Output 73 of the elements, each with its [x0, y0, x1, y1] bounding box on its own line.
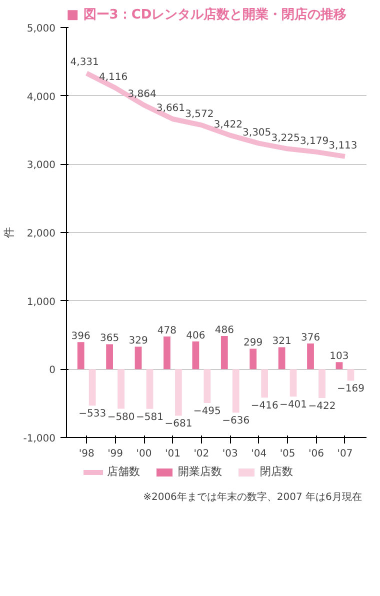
- data-label: 3,864: [128, 89, 156, 100]
- text: ※2006年までは年末の数字、2007 年は6月現在: [143, 491, 362, 504]
- bar: [146, 369, 154, 409]
- data-label: 3,113: [328, 140, 358, 152]
- x-tick-label: '00: [136, 448, 152, 460]
- data-label: −169: [336, 384, 364, 395]
- data-label: 478: [157, 326, 177, 337]
- x-tick-label: '99: [108, 448, 124, 460]
- data-label: 396: [71, 331, 90, 342]
- data-label: 3,225: [271, 132, 300, 144]
- bar: [278, 347, 286, 370]
- y-tick-label: 0: [49, 365, 56, 376]
- y-tick-label: 2,000: [26, 228, 56, 240]
- bar: [232, 369, 240, 413]
- data-label: 3,305: [242, 127, 272, 138]
- bar: [290, 369, 297, 397]
- bar: [77, 342, 84, 370]
- data-label: 3,422: [214, 119, 242, 130]
- x-tick-label: '07: [337, 448, 353, 460]
- bar: [106, 344, 114, 370]
- bar: [220, 336, 228, 370]
- y-tick-label: 5,000: [26, 24, 56, 34]
- bar: [118, 369, 124, 409]
- x-tick-label: '98: [78, 448, 94, 460]
- data-label: −533: [78, 408, 106, 420]
- data-label: 3,572: [185, 109, 214, 120]
- x-tick-label: '02: [194, 448, 210, 460]
- data-label: 321: [272, 336, 292, 348]
- x-tick-label: '06: [308, 448, 324, 460]
- data-label: 365: [100, 333, 120, 344]
- data-label: 3,661: [156, 103, 186, 114]
- data-label: 406: [186, 330, 206, 342]
- data-label: 3,179: [300, 136, 329, 147]
- data-label: 486: [214, 324, 234, 336]
- bar: [347, 369, 354, 381]
- bar: [192, 341, 200, 370]
- data-label: 4,116: [98, 72, 128, 83]
- chart-title: ■ 図ー3：CDレンタル店数と開業・閉店の推移: [66, 6, 347, 22]
- data-label: −401: [280, 400, 308, 411]
- x-tick-label: '04: [251, 448, 267, 460]
- data-label: 299: [244, 338, 263, 349]
- data-label: −422: [308, 401, 336, 412]
- y-tick-label: 3,000: [26, 160, 56, 172]
- data-label: −416: [250, 400, 278, 412]
- x-tick-label: '01: [164, 448, 180, 460]
- x-tick-label: '05: [280, 448, 296, 460]
- y-tick-label: -1,000: [23, 434, 56, 444]
- bar: [261, 369, 268, 398]
- y-axis-title: 件: [3, 227, 16, 238]
- data-label: 376: [300, 332, 320, 344]
- data-label: 103: [330, 351, 349, 362]
- y-tick-label: 4,000: [26, 92, 56, 103]
- bar: [204, 369, 211, 403]
- bar: [88, 369, 96, 406]
- bar: [318, 369, 326, 398]
- y-tick-label: 1,000: [26, 296, 56, 308]
- legend-label: 店舗数: [106, 464, 140, 479]
- legend-label: 開業店数: [178, 464, 222, 479]
- data-label: 329: [128, 336, 148, 347]
- data-label: −495: [193, 406, 221, 417]
- bar: [250, 348, 257, 370]
- data-label: −636: [222, 416, 250, 427]
- x-tick-label: '03: [222, 448, 238, 460]
- data-label: −581: [136, 412, 164, 423]
- data-label: 4,331: [70, 57, 99, 68]
- bar: [307, 343, 314, 370]
- data-label: −580: [107, 412, 135, 423]
- bar: [336, 362, 343, 370]
- legend-label: 閉店数: [260, 464, 293, 479]
- bar: [175, 369, 182, 416]
- data-label: −681: [164, 418, 192, 430]
- bar: [164, 336, 170, 370]
- bar: [134, 346, 142, 370]
